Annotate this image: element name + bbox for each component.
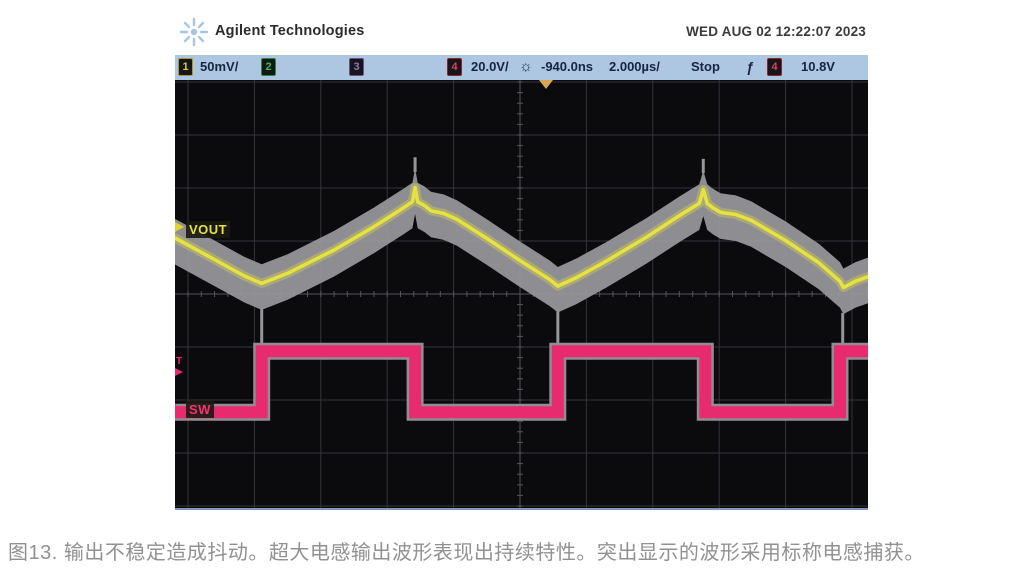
channel-2-badge: 2 — [261, 58, 276, 76]
channel-4-scale: 20.0V/ — [471, 59, 509, 74]
oscilloscope-screenshot: Agilent Technologies WED AUG 02 12:22:07… — [175, 10, 868, 522]
channel-4-ground-marker-icon — [175, 405, 184, 415]
vout-trace-label: VOUT — [186, 221, 231, 238]
delay-readout: -940.0ns — [541, 59, 594, 74]
channel-1-badge: 1 — [178, 58, 193, 76]
channel-4-badge: 4 — [447, 58, 462, 76]
channel-1-ground-marker-icon — [175, 222, 184, 232]
brightness-icon: ☼ — [519, 58, 533, 75]
sw-trace-label: SW — [186, 401, 214, 418]
agilent-logo-icon — [179, 17, 209, 47]
timebase-readout: 2.000µs/ — [609, 59, 660, 74]
scope-status-bar: 1 50mV/ 2 3 4 20.0V/ ☼ -940.0ns 2.000µs/… — [175, 55, 868, 80]
trigger-source-badge: 4 — [767, 58, 782, 76]
trigger-slope-icon: ƒ — [746, 59, 754, 75]
waveform-plot — [175, 80, 868, 508]
scope-header: Agilent Technologies WED AUG 02 12:22:07… — [175, 10, 868, 55]
trigger-level-marker-icon — [175, 368, 183, 376]
trigger-level-readout: 10.8V — [801, 59, 835, 74]
brand-text: Agilent Technologies — [215, 23, 365, 39]
scope-display-area: T VOUT SW — [175, 80, 868, 510]
run-state-readout: Stop — [691, 59, 720, 74]
trigger-level-marker-label: T — [176, 356, 183, 367]
channel-1-scale: 50mV/ — [200, 59, 239, 74]
trigger-time-marker-icon — [539, 80, 553, 89]
figure-caption: 图13. 输出不稳定造成抖动。超大电感输出波形表现出持续特性。突出显示的波形采用… — [8, 542, 925, 564]
datetime-text: WED AUG 02 12:22:07 2023 — [686, 24, 866, 39]
channel-3-badge: 3 — [349, 58, 364, 76]
